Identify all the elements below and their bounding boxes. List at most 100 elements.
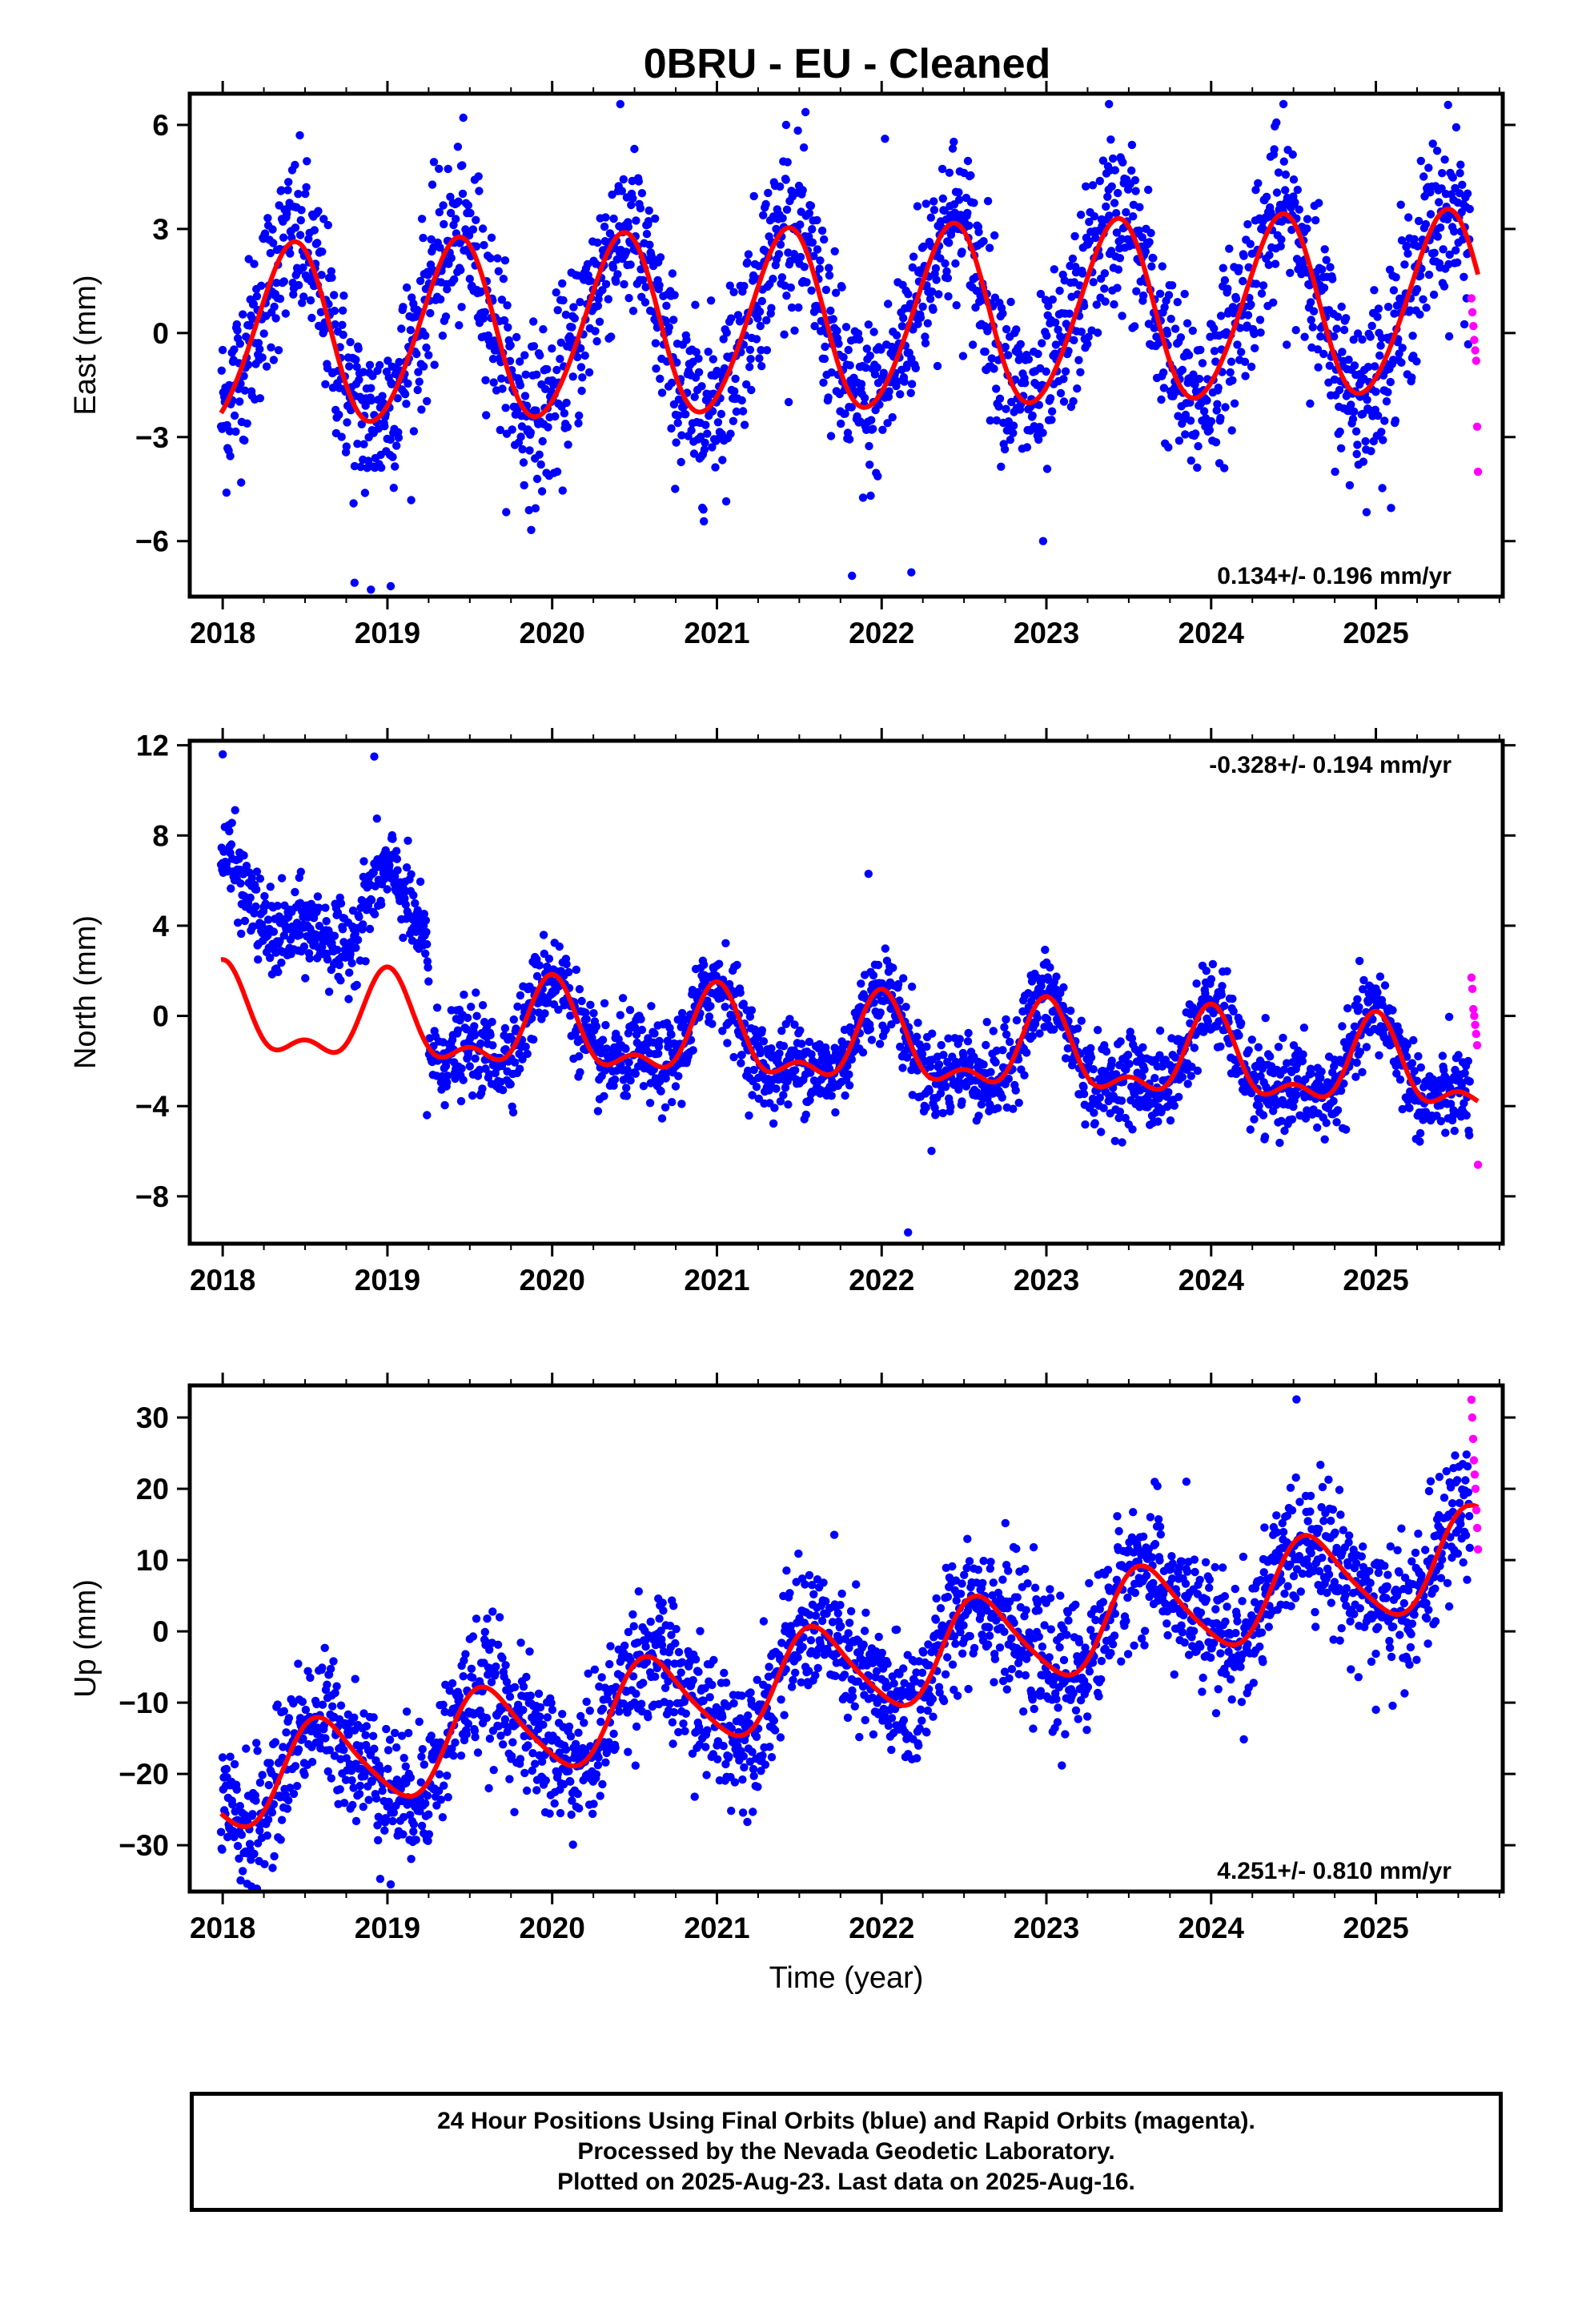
final-orbit-point xyxy=(1034,400,1044,409)
final-orbit-point xyxy=(697,382,706,391)
final-orbit-point xyxy=(532,474,542,484)
final-orbit-point xyxy=(921,199,930,208)
final-orbit-point xyxy=(1211,357,1220,366)
final-orbit-point xyxy=(336,899,346,908)
final-orbit-point xyxy=(504,323,512,332)
final-orbit-point xyxy=(1370,286,1379,295)
final-orbit-point xyxy=(535,961,544,970)
final-orbit-point xyxy=(1002,1015,1010,1024)
final-orbit-point xyxy=(626,1076,635,1085)
final-orbit-point xyxy=(689,449,699,458)
final-orbit-point xyxy=(644,217,653,226)
x-tick-label: 2019 xyxy=(355,1264,420,1297)
final-orbit-point xyxy=(1254,179,1263,187)
final-orbit-point xyxy=(272,279,281,287)
final-orbit-point xyxy=(1345,480,1355,490)
final-orbit-point xyxy=(316,308,326,316)
final-orbit-point xyxy=(1389,286,1399,295)
final-orbit-point xyxy=(752,335,761,344)
final-orbit-point xyxy=(608,263,618,272)
final-orbit-point xyxy=(394,433,404,442)
final-orbit-point xyxy=(523,1049,532,1059)
final-orbit-point xyxy=(343,418,351,427)
final-orbit-point xyxy=(243,360,253,369)
final-orbit-point xyxy=(269,356,279,364)
final-orbit-point xyxy=(1223,967,1231,976)
final-orbit-point xyxy=(475,187,484,195)
final-orbit-point xyxy=(1077,328,1086,336)
final-orbit-point xyxy=(998,1046,1007,1055)
final-orbit-point xyxy=(723,1039,732,1047)
final-orbit-point xyxy=(306,1673,315,1683)
final-orbit-point xyxy=(615,222,624,231)
final-orbit-point xyxy=(982,1040,990,1050)
final-orbit-point xyxy=(992,1046,1002,1055)
final-orbit-point xyxy=(1178,1072,1187,1082)
final-orbit-point xyxy=(904,1228,913,1237)
final-orbit-point xyxy=(506,340,515,350)
final-orbit-point xyxy=(1424,270,1434,279)
final-orbit-point xyxy=(994,1104,1002,1112)
final-orbit-point xyxy=(994,402,1003,411)
final-orbit-point xyxy=(889,963,897,972)
final-orbit-point xyxy=(1141,247,1150,256)
final-orbit-point xyxy=(480,240,488,250)
final-orbit-point xyxy=(526,428,535,437)
final-orbit-point xyxy=(1090,1108,1098,1117)
final-orbit-point xyxy=(500,256,510,265)
final-orbit-point xyxy=(447,254,456,263)
final-orbit-point xyxy=(1079,1089,1089,1099)
final-orbit-point xyxy=(277,874,287,883)
final-orbit-point xyxy=(899,974,908,983)
final-orbit-point xyxy=(913,1032,921,1041)
final-orbit-point xyxy=(1314,363,1323,372)
final-orbit-point xyxy=(1415,1137,1424,1146)
final-orbit-point xyxy=(819,235,829,244)
final-orbit-point xyxy=(909,252,918,261)
final-orbit-point xyxy=(494,267,503,275)
panels-group: 2018 2019 2020 2021 2022 2023 2024 2025−6−3036E… xyxy=(69,81,1516,1995)
final-orbit-point xyxy=(275,294,285,304)
final-orbit-point xyxy=(1127,140,1137,150)
final-orbit-point xyxy=(575,1051,584,1061)
final-orbit-point xyxy=(543,962,552,971)
final-orbit-point xyxy=(406,326,416,335)
final-orbit-point xyxy=(351,943,360,952)
final-orbit-point xyxy=(621,1044,630,1053)
final-orbit-point xyxy=(730,387,739,396)
final-orbit-point xyxy=(845,1081,854,1090)
final-orbit-point xyxy=(732,407,741,416)
final-orbit-point xyxy=(845,361,854,370)
final-orbit-point xyxy=(1404,213,1413,222)
final-orbit-point xyxy=(548,344,556,353)
final-orbit-point xyxy=(1055,286,1064,296)
final-orbit-point xyxy=(1244,1046,1253,1055)
final-orbit-point xyxy=(598,286,607,295)
final-orbit-point xyxy=(1363,363,1373,372)
final-orbit-point xyxy=(244,255,253,263)
rapid-orbit-point xyxy=(1469,322,1478,331)
final-orbit-point xyxy=(1246,1125,1255,1134)
final-orbit-point xyxy=(1458,180,1467,189)
final-orbit-point xyxy=(286,1783,295,1792)
final-orbit-point xyxy=(292,1782,302,1791)
final-orbit-point xyxy=(1090,1119,1099,1128)
velocity-rate-label: -0.328+/- 0.194 mm/yr xyxy=(1209,752,1452,778)
final-orbit-point xyxy=(942,267,951,276)
final-orbit-point xyxy=(228,1800,237,1809)
final-orbit-point xyxy=(257,281,266,290)
final-orbit-point xyxy=(270,302,279,312)
final-orbit-point xyxy=(1158,262,1167,271)
final-orbit-point xyxy=(562,959,571,969)
final-orbit-point xyxy=(600,999,609,1008)
final-orbit-point xyxy=(700,445,709,454)
final-orbit-point xyxy=(1122,207,1130,217)
final-orbit-point xyxy=(1455,189,1464,198)
final-orbit-point xyxy=(237,1831,247,1839)
final-orbit-point xyxy=(1227,357,1236,366)
final-orbit-point xyxy=(323,220,332,230)
final-orbit-point xyxy=(464,231,474,240)
final-orbit-point xyxy=(777,1027,786,1035)
final-orbit-point xyxy=(736,988,745,997)
final-orbit-point xyxy=(532,406,540,415)
